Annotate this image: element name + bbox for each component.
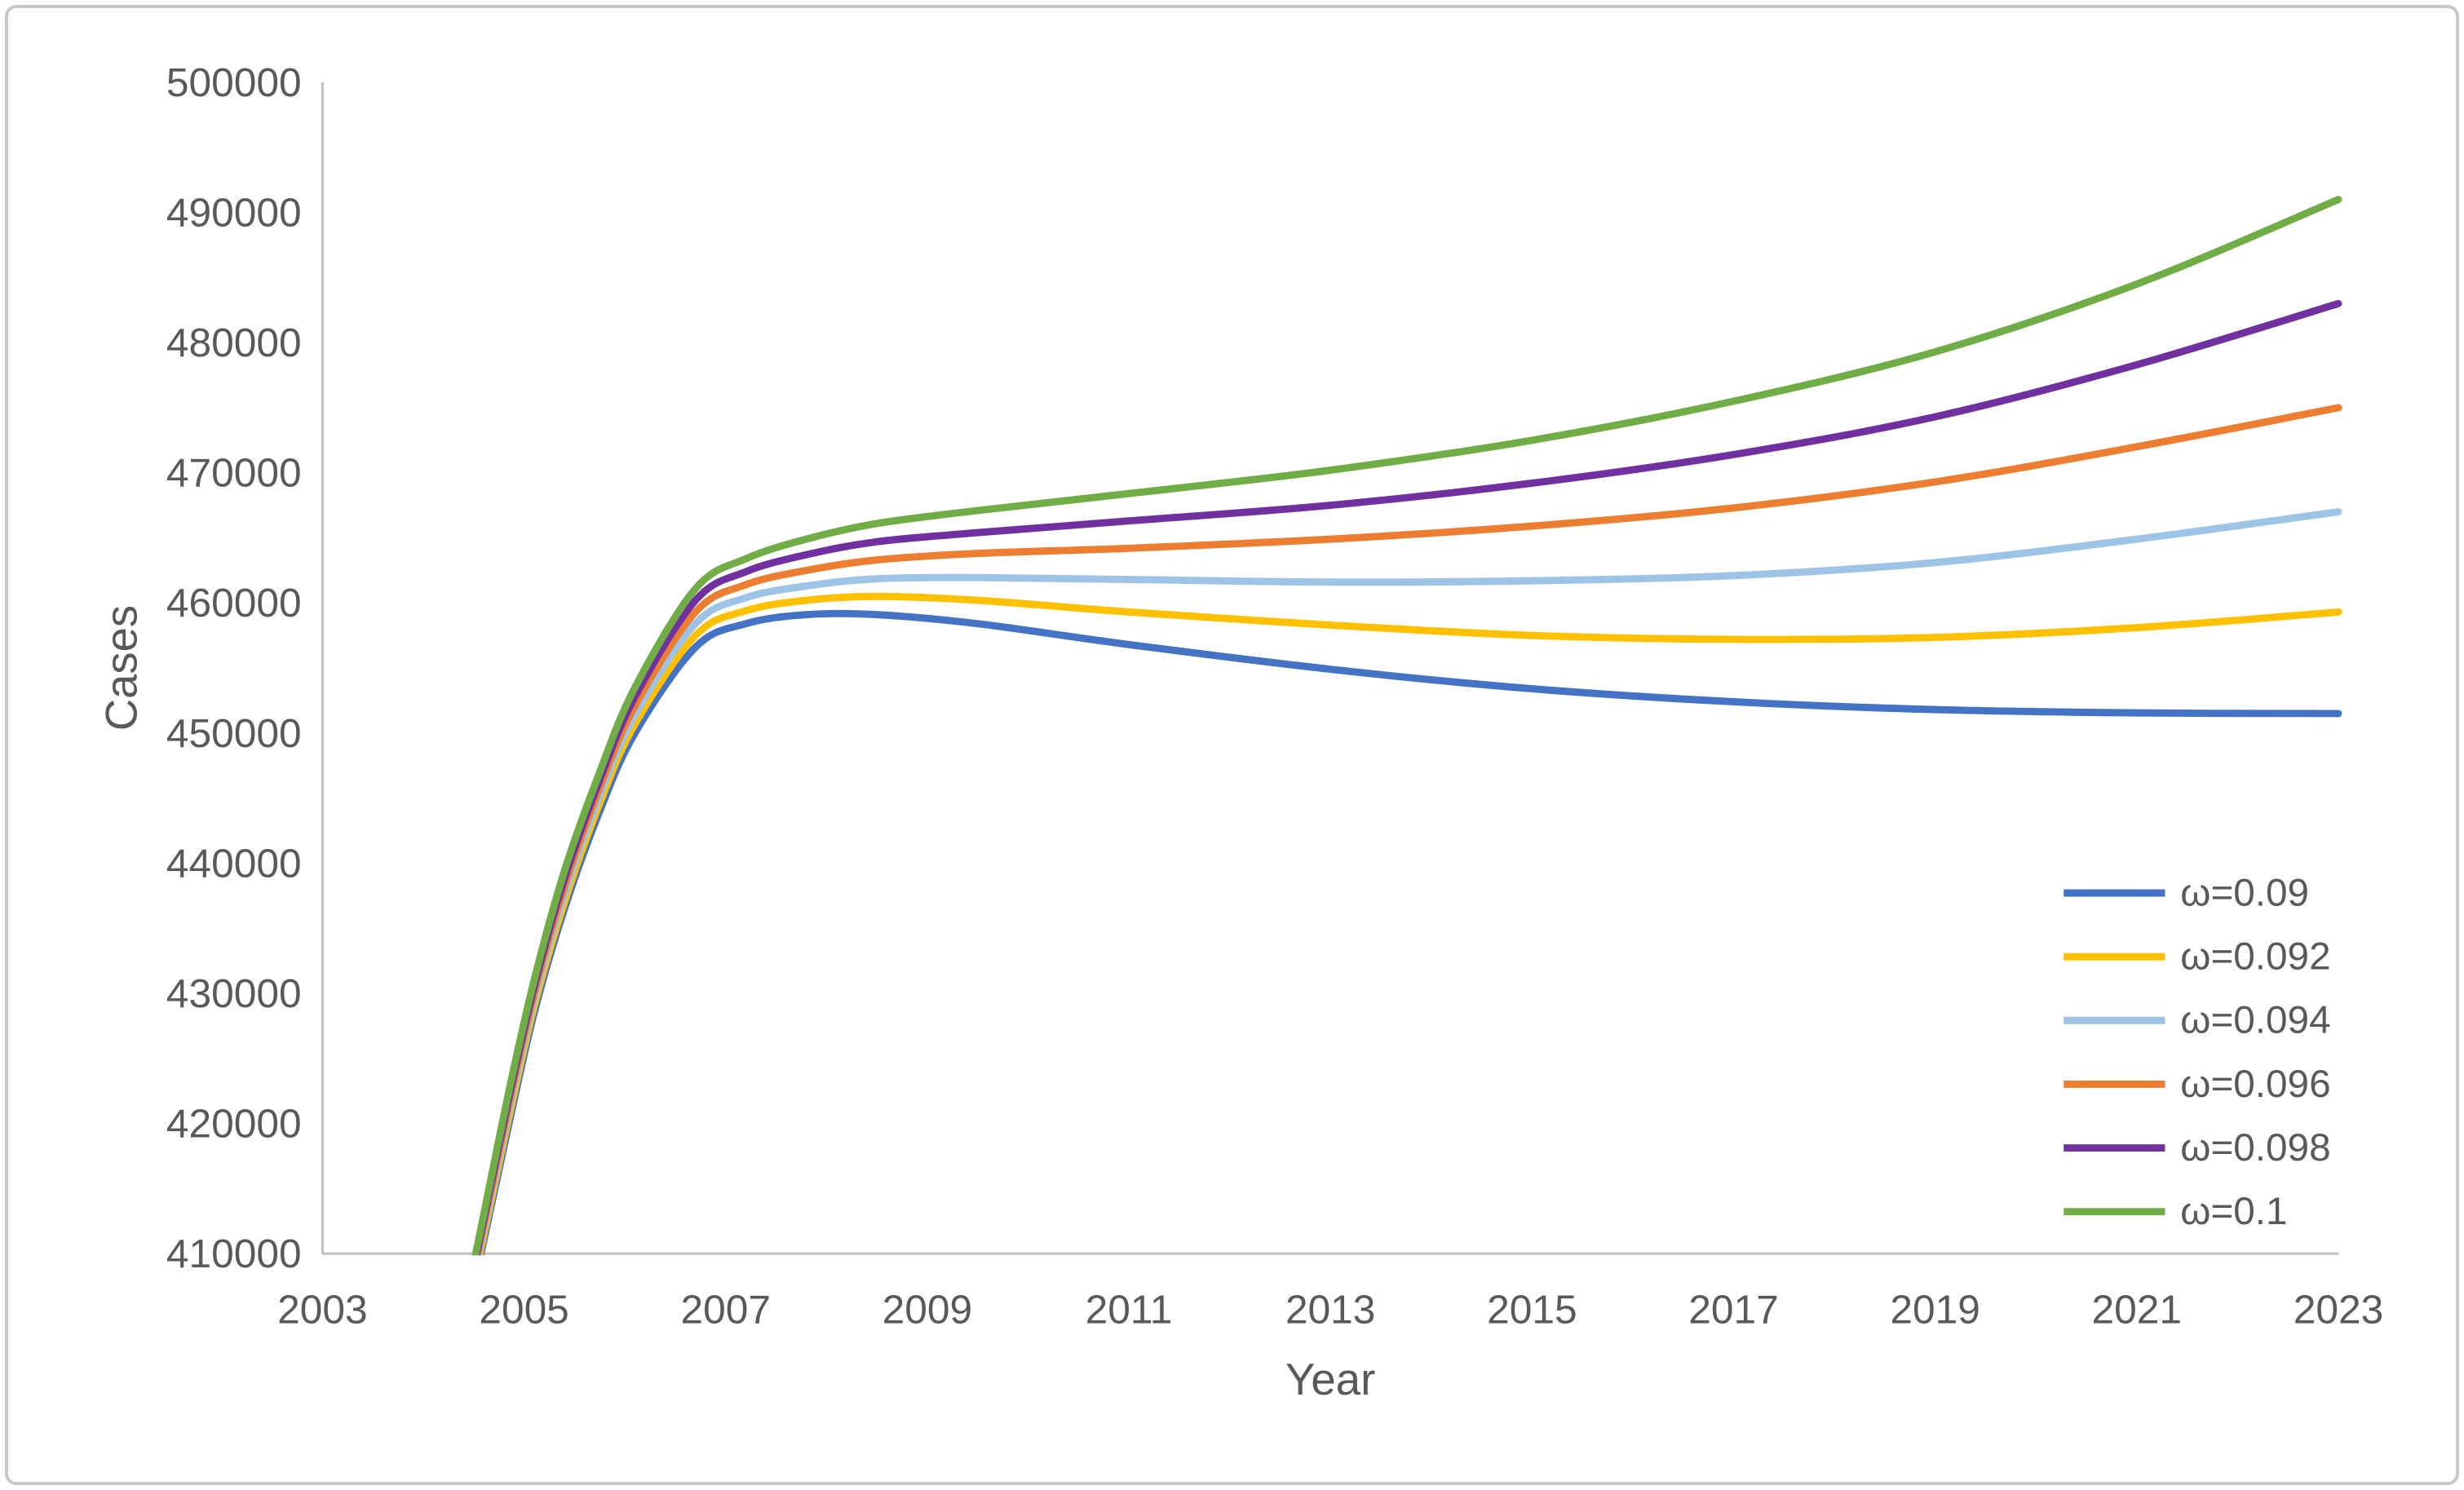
y-tick-label: 450000	[166, 710, 302, 756]
y-tick-label: 430000	[166, 970, 302, 1016]
legend-item: ω=0.094	[2064, 999, 2331, 1042]
legend-item: ω=0.098	[2064, 1126, 2331, 1169]
y-tick-label: 480000	[166, 320, 302, 365]
x-tick-label: 2017	[1688, 1286, 1778, 1332]
x-axis-title: Year	[1285, 1355, 1375, 1404]
legend-label: ω=0.096	[2180, 1063, 2330, 1106]
y-tick-label: 500000	[166, 60, 302, 105]
series-line-ω=0.098	[472, 299, 2342, 1256]
legend-label: ω=0.092	[2180, 935, 2330, 979]
y-tick-label: 420000	[166, 1101, 302, 1147]
chart-figure: 410000 420000 430000 440000 450000 460000 4700…	[5, 5, 2459, 1485]
series-line-ω=0.092	[476, 592, 2342, 1256]
x-tick-label: 2011	[1086, 1286, 1173, 1332]
series-line-ω=0.09	[476, 609, 2342, 1256]
series-line-ω=0.1	[471, 196, 2342, 1256]
x-tick-label: 2023	[2294, 1286, 2383, 1332]
y-tick-label: 490000	[166, 190, 302, 236]
y-tick-label: 460000	[166, 580, 302, 626]
x-tick-label: 2009	[883, 1286, 972, 1332]
y-tick-label: 440000	[166, 840, 302, 886]
x-tick-label: 2005	[479, 1286, 568, 1332]
legend-item: ω=0.09	[2064, 872, 2309, 915]
legend-item: ω=0.092	[2064, 935, 2331, 979]
axes	[321, 82, 2338, 1255]
plot-area	[471, 196, 2342, 1256]
x-tick-label: 2021	[2092, 1286, 2182, 1332]
x-tick-label: 2003	[277, 1286, 367, 1332]
y-tick-label: 410000	[166, 1231, 302, 1276]
x-tick-label: 2013	[1285, 1286, 1375, 1332]
series-line-ω=0.096	[473, 404, 2342, 1256]
legend-label: ω=0.098	[2180, 1126, 2330, 1169]
legend-item: ω=0.1	[2064, 1190, 2288, 1233]
x-tick-label: 2015	[1487, 1286, 1577, 1332]
y-tick-label: 470000	[166, 450, 302, 496]
legend-label: ω=0.09	[2180, 872, 2309, 915]
legend-item: ω=0.096	[2064, 1063, 2331, 1106]
line-chart: 410000 420000 430000 440000 450000 460000 4700…	[97, 60, 2384, 1404]
x-tick-label: 2007	[680, 1286, 770, 1332]
x-tick-label: 2019	[1890, 1286, 1980, 1332]
legend-label: ω=0.1	[2180, 1190, 2287, 1233]
legend: ω=0.09 ω=0.092 ω=0.094 ω=0.096 ω=0.098 ω=0.1	[2064, 872, 2331, 1233]
tick-labels: 410000 420000 430000 440000 450000 460000 4700…	[166, 60, 2383, 1332]
legend-label: ω=0.094	[2180, 999, 2330, 1042]
y-axis-title: Cases	[97, 605, 147, 731]
